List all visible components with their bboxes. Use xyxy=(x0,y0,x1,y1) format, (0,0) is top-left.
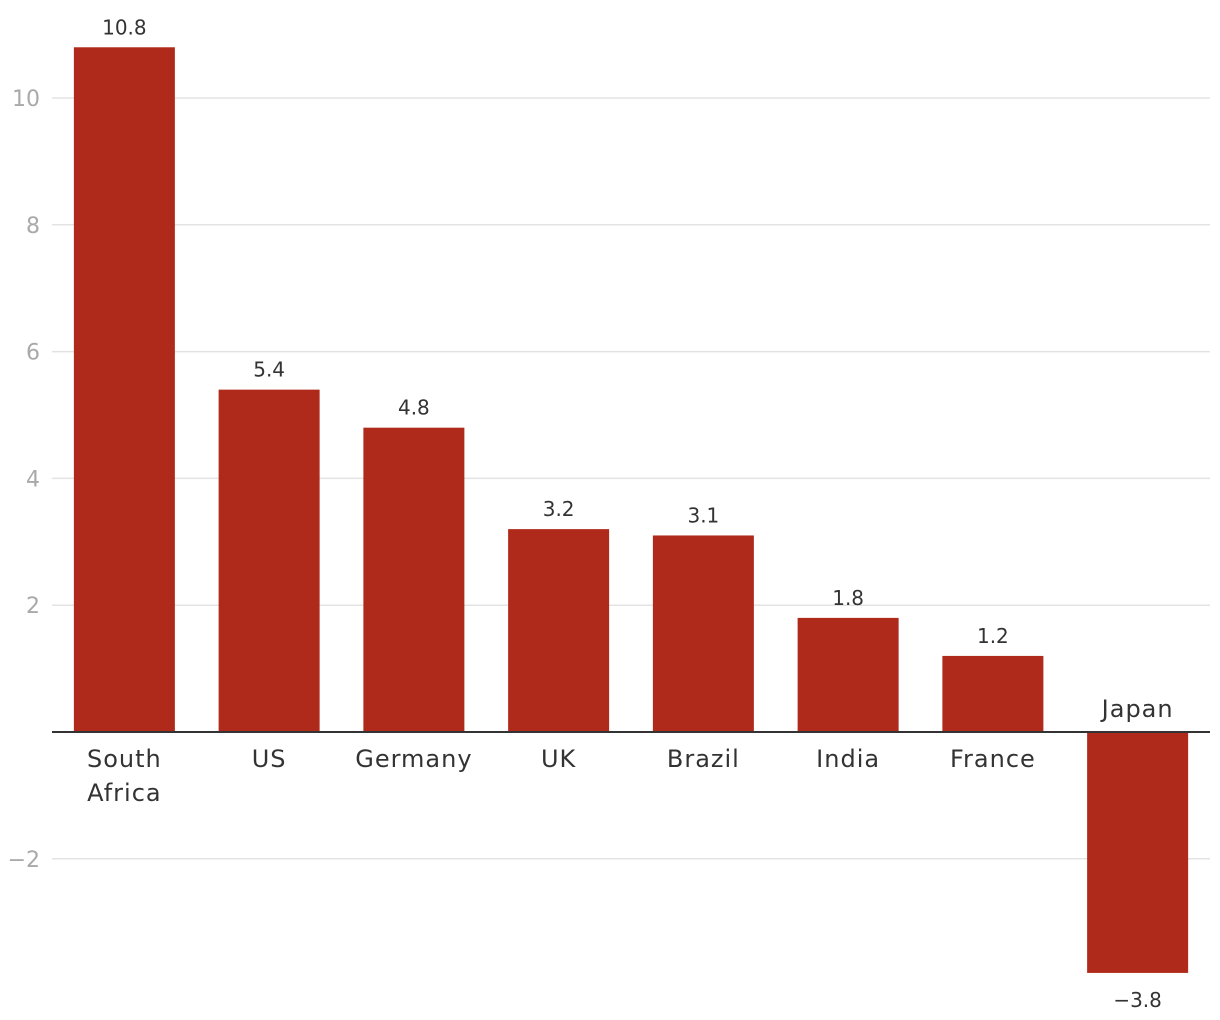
value-label: −3.8 xyxy=(1113,988,1162,1012)
category-label: UK xyxy=(541,745,577,773)
bar xyxy=(363,427,465,732)
bar xyxy=(797,617,899,732)
value-labels: 10.8 5.4 4.8 3.2 3.1 1.8 1.2 −3.8 xyxy=(102,15,1162,1012)
y-tick-label: 6 xyxy=(26,341,40,366)
y-axis-tick-labels: 10 8 6 4 2 −2 xyxy=(8,87,40,873)
bar xyxy=(942,655,1044,732)
y-tick-label: 8 xyxy=(26,214,40,239)
category-label: Brazil xyxy=(667,745,740,773)
bar xyxy=(1087,732,1189,973)
value-label: 3.1 xyxy=(687,503,719,527)
bar xyxy=(73,47,175,732)
category-label: India xyxy=(816,745,880,773)
value-label: 10.8 xyxy=(102,15,147,39)
value-label: 5.4 xyxy=(253,358,285,382)
y-tick-label: 10 xyxy=(12,87,40,112)
value-label: 4.8 xyxy=(398,396,430,420)
category-label: Africa xyxy=(87,779,161,807)
bar xyxy=(508,529,610,732)
category-label: South xyxy=(87,745,162,773)
category-label: Japan xyxy=(1100,695,1174,723)
value-label: 1.8 xyxy=(832,586,864,610)
category-labels: South Africa US Germany UK Brazil India France J… xyxy=(87,695,1174,807)
value-label: 1.2 xyxy=(977,624,1009,648)
category-label: US xyxy=(252,745,287,773)
bar xyxy=(218,389,320,732)
y-tick-label: −2 xyxy=(8,848,40,873)
bar xyxy=(652,535,754,732)
category-label: Germany xyxy=(355,745,472,773)
bars xyxy=(73,47,1189,973)
y-tick-label: 2 xyxy=(26,594,40,619)
y-tick-label: 4 xyxy=(26,467,40,492)
value-label: 3.2 xyxy=(543,497,575,521)
category-label: France xyxy=(950,745,1036,773)
